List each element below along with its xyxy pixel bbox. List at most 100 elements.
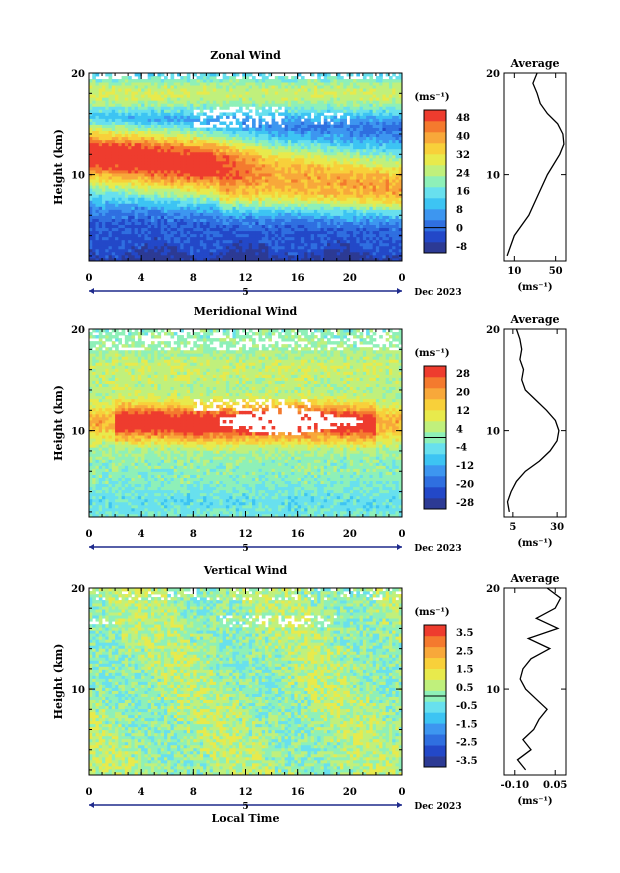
heatmap-cell bbox=[212, 170, 217, 174]
heatmap-cell bbox=[248, 236, 253, 241]
heatmap-cell bbox=[111, 112, 116, 116]
heatmap-cell bbox=[242, 170, 246, 174]
heatmap-cell bbox=[261, 203, 266, 207]
heatmap-cell bbox=[105, 121, 109, 125]
heatmap-cell bbox=[102, 163, 106, 168]
heatmap-cell bbox=[95, 185, 100, 189]
heatmap-cell bbox=[330, 176, 334, 180]
heatmap-cell bbox=[313, 79, 318, 83]
heatmap-cell bbox=[255, 157, 259, 162]
heatmap-cell bbox=[134, 179, 139, 183]
heatmap-cell bbox=[160, 79, 165, 83]
heatmap-cell bbox=[248, 139, 253, 144]
heatmap-cell bbox=[238, 206, 243, 210]
heatmap-cell bbox=[268, 233, 272, 238]
heatmap-cell bbox=[219, 233, 224, 238]
heatmap-cell bbox=[317, 215, 321, 219]
heatmap-cell bbox=[111, 236, 116, 241]
heatmap-cell bbox=[268, 170, 272, 174]
heatmap-cell bbox=[225, 100, 230, 104]
heatmap-cell bbox=[291, 227, 295, 232]
heatmap-cell bbox=[300, 82, 305, 86]
heatmap-cell bbox=[225, 76, 230, 80]
heatmap-cell bbox=[274, 239, 279, 244]
heatmap-cell bbox=[121, 227, 126, 232]
heatmap-cell bbox=[131, 215, 136, 219]
heatmap-cell bbox=[284, 221, 289, 226]
heatmap-cell bbox=[330, 179, 334, 183]
heatmap-cell bbox=[102, 121, 106, 125]
heatmap-cell bbox=[349, 79, 354, 83]
heatmap-cell bbox=[177, 163, 181, 168]
heatmap-cell bbox=[98, 133, 103, 138]
heatmap-cell bbox=[157, 97, 162, 101]
heatmap-cell bbox=[141, 236, 145, 241]
heatmap-cell bbox=[92, 230, 96, 235]
heatmap-cell bbox=[154, 200, 158, 204]
heatmap-cell bbox=[346, 73, 351, 77]
heatmap-cell bbox=[98, 176, 103, 180]
heatmap-cell bbox=[248, 97, 253, 101]
heatmap-cell bbox=[154, 188, 158, 192]
heatmap-cell bbox=[92, 127, 96, 132]
heatmap-cell bbox=[160, 139, 165, 144]
heatmap-cell bbox=[307, 160, 312, 165]
heatmap-cell bbox=[265, 130, 269, 135]
heatmap-cell bbox=[313, 154, 318, 159]
heatmap-cell bbox=[323, 136, 328, 141]
heatmap-cell bbox=[128, 185, 132, 189]
heatmap-cell bbox=[340, 160, 344, 165]
heatmap-cell bbox=[92, 73, 96, 77]
heatmap-cell bbox=[336, 200, 341, 204]
heatmap-cell bbox=[232, 221, 237, 226]
heatmap-cell bbox=[98, 139, 103, 144]
heatmap-cell bbox=[353, 239, 357, 244]
heatmap-cell bbox=[229, 151, 233, 156]
heatmap-cell bbox=[115, 157, 119, 162]
heatmap-cell bbox=[212, 239, 217, 244]
heatmap-cell bbox=[353, 136, 357, 141]
heatmap-cell bbox=[300, 133, 305, 138]
heatmap-cell bbox=[150, 130, 155, 135]
heatmap-cell bbox=[98, 82, 103, 86]
heatmap-cell bbox=[349, 142, 354, 147]
heatmap-cell bbox=[105, 251, 109, 256]
heatmap-cell bbox=[108, 248, 113, 253]
heatmap-cell bbox=[297, 127, 302, 132]
heatmap-cell bbox=[245, 215, 250, 219]
heatmap-cell bbox=[95, 218, 100, 222]
heatmap-cell bbox=[203, 209, 207, 213]
heatmap-cell bbox=[320, 85, 325, 89]
heatmap-cell bbox=[327, 221, 331, 226]
heatmap-cell bbox=[144, 245, 149, 250]
heatmap-cell bbox=[186, 127, 191, 132]
heatmap-cell bbox=[349, 200, 354, 204]
heatmap-cell bbox=[121, 142, 126, 147]
heatmap-cell bbox=[278, 224, 282, 229]
heatmap-cell bbox=[190, 88, 194, 92]
heatmap-cell bbox=[115, 94, 119, 98]
heatmap-cell bbox=[157, 148, 162, 153]
heatmap-cell bbox=[323, 245, 328, 250]
heatmap-cell bbox=[349, 160, 354, 165]
heatmap-cell bbox=[271, 151, 276, 156]
heatmap-cell bbox=[248, 194, 253, 198]
heatmap-cell bbox=[121, 154, 126, 159]
heatmap-cell bbox=[170, 191, 175, 195]
heatmap-cell bbox=[281, 197, 286, 201]
heatmap-cell bbox=[219, 85, 224, 89]
heatmap-cell bbox=[95, 160, 100, 165]
heatmap-cell bbox=[190, 157, 194, 162]
heatmap-cell bbox=[183, 124, 188, 128]
heatmap-cell bbox=[353, 173, 357, 177]
heatmap-cell bbox=[340, 82, 344, 86]
heatmap-cell bbox=[238, 94, 243, 98]
heatmap-cell bbox=[225, 133, 230, 138]
heatmap-cell bbox=[180, 157, 184, 162]
heatmap-cell bbox=[284, 139, 289, 144]
heatmap-cell bbox=[291, 103, 295, 107]
heatmap-cell bbox=[95, 154, 100, 159]
heatmap-cell bbox=[193, 182, 197, 186]
heatmap-cell bbox=[193, 73, 197, 77]
heatmap-cell bbox=[206, 215, 211, 219]
